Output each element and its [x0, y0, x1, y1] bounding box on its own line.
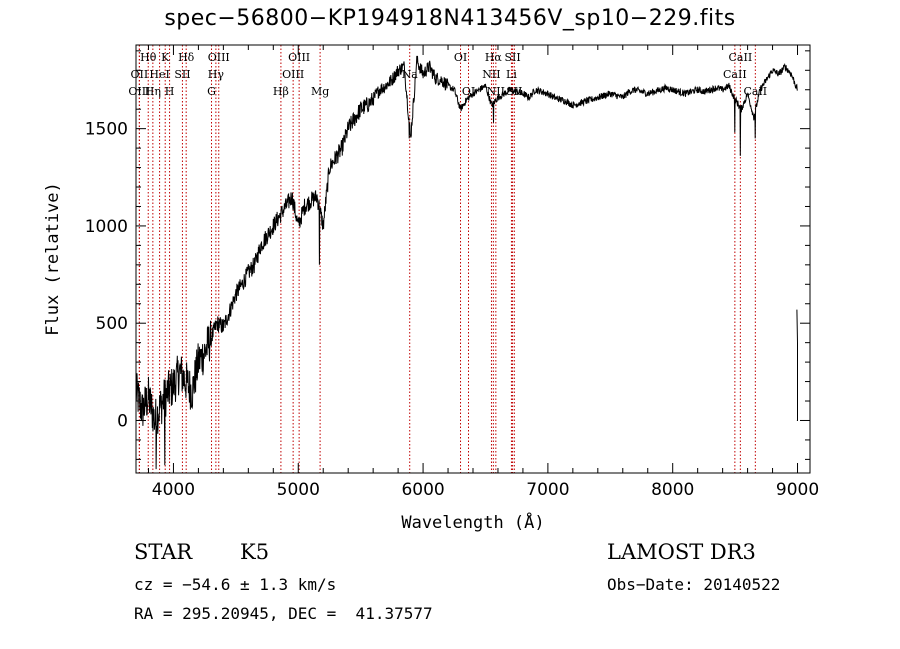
y-axis-label: Flux (relative)	[43, 182, 63, 336]
axis-ticks: 4000 5000 6000 7000 8000 9000 0 500 1000 1500	[85, 45, 819, 500]
spectral-line-markers	[138, 45, 756, 473]
spectral-line-labels: Hθ OII OIII K HeI Hη H Hδ SII OIII Hγ G OIII OIII Hβ Mg…	[128, 51, 767, 98]
line-label-20: NII	[482, 68, 500, 81]
line-label-3: K	[161, 51, 170, 64]
line-label-6: H	[165, 85, 175, 98]
line-label-5: Hη	[145, 85, 161, 98]
line-label-12: OIII	[288, 51, 310, 64]
line-label-26: CaII	[723, 68, 747, 81]
line-label-8: SII	[174, 68, 190, 81]
x-tick-label-3: 7000	[526, 480, 569, 500]
data-layer	[135, 55, 798, 470]
x-tick-label-1: 5000	[277, 480, 320, 500]
line-label-16: Na	[402, 68, 419, 81]
line-label-18: OI	[462, 85, 475, 98]
line-label-1: OII	[131, 68, 149, 81]
obs-date: Obs−Date: 20140522	[607, 575, 781, 594]
line-label-19: Hα	[485, 51, 503, 64]
x-tick-label-4: 8000	[651, 480, 694, 500]
subclass-label: K5	[240, 540, 270, 564]
coordinates: RA = 295.20945, DEC = 41.37577	[134, 604, 433, 623]
chart-title: spec−56800−KP194918N413456V_sp10−229.fit…	[164, 6, 736, 31]
y-tick-label-2: 1000	[85, 217, 128, 237]
line-label-21: NII	[487, 85, 505, 98]
line-label-4: HeI	[149, 68, 169, 81]
line-label-25: CaII	[729, 51, 753, 64]
line-label-24: SII	[506, 85, 522, 98]
class-label: STAR	[134, 540, 193, 564]
x-tick-label-2: 6000	[401, 480, 444, 500]
line-label-23: Li	[506, 68, 517, 81]
cz-value: cz = −54.6 ± 1.3 km/s	[134, 575, 337, 594]
survey-label: LAMOST DR3	[607, 540, 756, 564]
line-label-9: OIII	[208, 51, 230, 64]
line-label-15: Mg	[311, 85, 329, 98]
x-tick-label-0: 4000	[152, 480, 195, 500]
x-tick-label-5: 9000	[776, 480, 819, 500]
line-label-0: Hθ	[140, 51, 157, 64]
y-tick-label-3: 1500	[85, 120, 128, 140]
line-label-22: SII	[504, 51, 520, 64]
flux-series-line	[135, 55, 798, 470]
x-axis-label: Wavelength (Å)	[401, 511, 544, 533]
line-label-17: OI	[454, 51, 467, 64]
line-label-27: CaII	[743, 85, 767, 98]
plot-frame	[135, 44, 811, 474]
line-label-7: Hδ	[178, 51, 195, 64]
line-label-10: Hγ	[208, 68, 225, 81]
y-tick-label-0: 0	[117, 411, 128, 431]
line-label-14: Hβ	[273, 85, 289, 98]
line-label-13: OIII	[282, 68, 304, 81]
line-label-11: G	[207, 85, 216, 98]
line-label-2: OIII	[128, 85, 150, 98]
flux-edge-segment	[796, 309, 798, 421]
y-tick-label-1: 500	[96, 314, 128, 334]
